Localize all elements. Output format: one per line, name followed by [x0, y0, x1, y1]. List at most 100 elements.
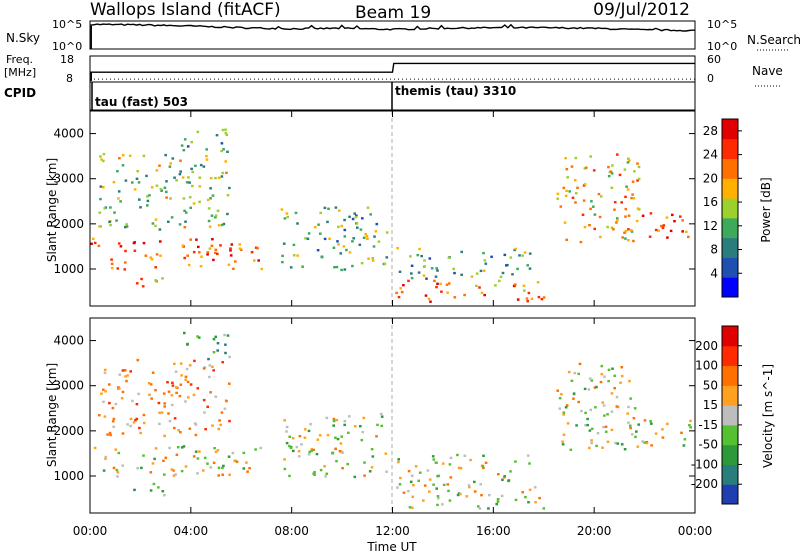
- power-cell: [447, 282, 451, 285]
- velocity-cell: [635, 430, 638, 433]
- power-cell: [149, 256, 153, 259]
- velocity-cell: [170, 468, 174, 471]
- power-cell: [613, 208, 616, 211]
- velocity-cell: [556, 389, 559, 392]
- power-cell: [355, 214, 358, 217]
- power-cell: [131, 181, 134, 184]
- power-cell: [178, 173, 182, 176]
- velocity-cell: [385, 470, 388, 473]
- velocity-cell: [310, 449, 313, 453]
- velocity-cell: [467, 484, 471, 487]
- velocity-cell: [480, 494, 483, 497]
- power-cell: [227, 263, 231, 266]
- velocity-cell: [435, 487, 438, 490]
- velocity-cell: [654, 432, 658, 435]
- power-cell: [319, 211, 322, 215]
- velocity-cell: [228, 419, 231, 423]
- power-echo-cells: [90, 128, 690, 303]
- freq-tick-bottom: 8: [66, 72, 73, 85]
- velocity-cell: [135, 417, 139, 421]
- power-cell: [365, 235, 369, 238]
- power-cell: [624, 215, 627, 218]
- power-cell: [333, 266, 336, 269]
- y-tick-label: 3000: [53, 379, 84, 393]
- power-cell: [637, 165, 641, 169]
- colorbar-swatch: [722, 365, 738, 386]
- time-axis-label: Time UT: [366, 540, 417, 554]
- power-cell: [359, 228, 363, 231]
- velocity-cell: [631, 433, 634, 436]
- power-cell: [568, 190, 571, 193]
- velocity-cell: [163, 434, 166, 438]
- velocity-cell: [488, 493, 491, 497]
- power-cell: [417, 271, 421, 274]
- velocity-cell: [233, 459, 236, 463]
- velocity-cell: [528, 462, 531, 465]
- power-cell: [226, 194, 230, 197]
- velocity-cell: [173, 362, 176, 365]
- power-cell: [514, 283, 517, 286]
- power-cell: [627, 228, 630, 231]
- power-cell: [494, 284, 497, 287]
- velocity-cell: [149, 471, 153, 474]
- power-cell: [661, 226, 665, 230]
- velocity-cell: [139, 431, 142, 435]
- power-cell: [188, 196, 192, 199]
- power-cell: [216, 252, 219, 256]
- velocity-cell: [318, 434, 322, 437]
- x-tick-label: 00:00: [73, 524, 108, 538]
- power-cell: [665, 216, 669, 219]
- power-cell: [207, 207, 211, 210]
- power-cell: [124, 225, 127, 229]
- power-cell: [452, 267, 455, 271]
- velocity-cbar-label: Velocity [m s^-1]: [761, 364, 775, 468]
- velocity-cell: [183, 331, 186, 335]
- velocity-cell: [371, 455, 375, 458]
- power-cell: [407, 279, 410, 283]
- power-cell: [436, 269, 439, 272]
- velocity-cell: [135, 403, 139, 406]
- power-cell: [581, 213, 585, 216]
- time-axis: 00:00 04:00 08:00 12:00 16:00 20:00 00:00: [73, 111, 712, 538]
- power-cell: [165, 190, 168, 194]
- velocity-cell: [412, 484, 415, 487]
- power-cell: [151, 222, 155, 225]
- velocity-cell: [601, 446, 604, 449]
- power-cbar-label: Power [dB]: [759, 177, 773, 242]
- velocity-cell: [562, 433, 566, 436]
- velocity-cell: [102, 400, 105, 403]
- power-cell: [230, 243, 234, 246]
- power-cell: [631, 193, 634, 196]
- velocity-cell: [335, 418, 339, 422]
- velocity-cell: [588, 429, 592, 432]
- power-cell: [630, 230, 634, 233]
- power-cell: [113, 211, 116, 214]
- power-cell: [460, 273, 463, 276]
- velocity-cell: [580, 409, 583, 413]
- power-cell: [173, 176, 176, 179]
- power-cell: [119, 200, 122, 203]
- velocity-cell: [100, 392, 103, 395]
- power-cell: [117, 242, 121, 245]
- velocity-cell: [593, 386, 597, 389]
- power-cell: [198, 251, 201, 254]
- power-cell: [518, 254, 521, 257]
- velocity-cell: [216, 342, 220, 345]
- power-cell: [281, 254, 284, 258]
- velocity-cell: [223, 407, 227, 410]
- velocity-cell: [174, 370, 178, 373]
- velocity-cell: [313, 470, 316, 474]
- velocity-cell: [610, 392, 614, 395]
- power-cell: [150, 258, 154, 261]
- power-cell: [117, 197, 120, 200]
- power-cell: [121, 164, 125, 167]
- velocity-cell: [206, 462, 209, 465]
- nsky-left-tick-bottom: 10^0: [52, 40, 82, 53]
- velocity-cell: [184, 400, 187, 403]
- x-tick-label: 12:00: [375, 524, 410, 538]
- velocity-cell: [136, 467, 139, 470]
- velocity-cell: [197, 336, 201, 339]
- power-cell: [338, 209, 341, 212]
- velocity-cell: [163, 473, 166, 476]
